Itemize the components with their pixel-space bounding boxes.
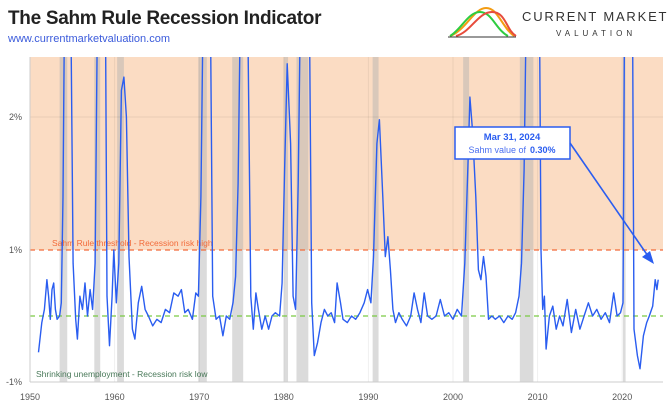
- logo-icon: [448, 6, 517, 38]
- website-link[interactable]: www.currentmarketvaluation.com: [8, 33, 171, 45]
- recession-band: [372, 57, 379, 382]
- annotation-line: Sahm value of 0.30%: [468, 145, 555, 155]
- annotation-text: Sahm value of: [468, 145, 526, 155]
- x-tick-label: 1990: [358, 392, 378, 402]
- annotation-box: [454, 126, 571, 160]
- recession-band: [623, 57, 626, 382]
- x-tick-label: 1960: [105, 392, 125, 402]
- y-tick-label: 1%: [9, 245, 22, 255]
- recession-band: [283, 57, 289, 382]
- x-tick-label: 1970: [189, 392, 209, 402]
- threshold-label: Sahm Rule threshold - Recession risk hig…: [52, 238, 213, 248]
- annotation-value: 0.30%: [530, 145, 556, 155]
- recession-band: [117, 57, 124, 382]
- chart-title: The Sahm Rule Recession Indicator: [8, 8, 322, 29]
- sahm-series-line: [37, 57, 659, 370]
- annotation-date: Mar 31, 2024: [484, 132, 541, 143]
- x-tick-label: 2020: [612, 392, 632, 402]
- logo-subtext: VALUATION: [556, 29, 637, 38]
- x-tick-label: 2010: [528, 392, 548, 402]
- x-tick-label: 1950: [20, 392, 40, 402]
- y-tick-label: 2%: [9, 112, 22, 122]
- arrow-head-icon: [642, 251, 654, 264]
- x-tick-label: 1980: [274, 392, 294, 402]
- x-tick-label: 2000: [443, 392, 463, 402]
- recession-band: [198, 57, 207, 382]
- recession-band: [296, 57, 309, 382]
- recession-band: [59, 57, 68, 382]
- recession-band: [94, 57, 101, 382]
- recession-band: [519, 57, 534, 382]
- baseline-label: Shrinking unemployment - Recession risk …: [36, 369, 208, 379]
- y-tick-label: -1%: [6, 377, 22, 387]
- annotation-arrow: [569, 142, 649, 257]
- logo-text: CURRENT MARKET: [522, 9, 669, 24]
